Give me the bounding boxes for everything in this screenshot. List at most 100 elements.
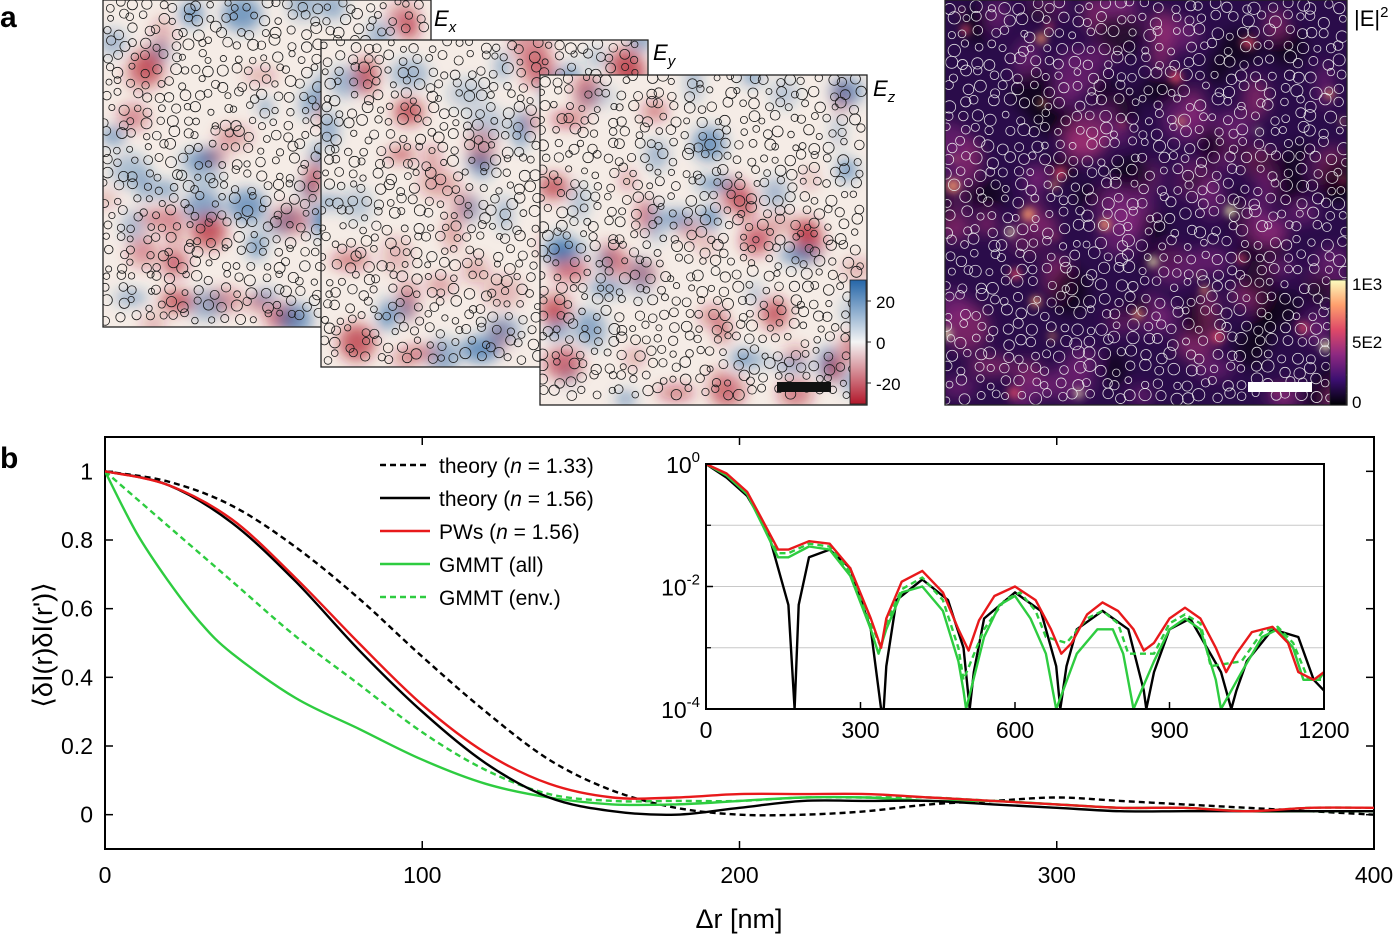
particle — [672, 282, 681, 290]
colorbar-tick: 20 — [876, 293, 895, 312]
particle — [1241, 207, 1253, 219]
particle — [667, 91, 677, 102]
particle — [335, 50, 346, 61]
particle — [567, 62, 577, 72]
particle — [955, 135, 966, 146]
particle — [1156, 185, 1167, 196]
particle — [1107, 330, 1121, 344]
particle — [785, 266, 797, 277]
particle — [1296, 198, 1308, 210]
particle — [1318, 28, 1329, 39]
particle — [157, 104, 166, 113]
particle — [1265, 192, 1277, 204]
particle — [748, 363, 760, 375]
particle — [407, 66, 419, 78]
particle — [516, 300, 524, 308]
particle — [639, 122, 650, 133]
particle — [621, 195, 632, 205]
particle — [441, 247, 449, 255]
particle — [726, 75, 735, 80]
particle — [230, 120, 242, 132]
inset-series-line — [706, 464, 1324, 681]
particle — [1173, 27, 1181, 35]
particle — [344, 147, 353, 157]
particle — [834, 96, 847, 109]
scale-bar — [1248, 382, 1312, 392]
particle — [975, 348, 988, 361]
particle — [1053, 96, 1065, 109]
particle — [1211, 170, 1222, 181]
particle — [589, 129, 599, 138]
particle — [849, 190, 858, 198]
particle — [323, 356, 333, 365]
particle — [1184, 143, 1196, 155]
particle — [1003, 14, 1016, 27]
inset-y-tick-label: 100 — [666, 449, 700, 478]
particle — [1227, 331, 1238, 342]
particle — [1083, 294, 1096, 308]
particle — [283, 91, 295, 103]
particle — [515, 259, 524, 268]
particle — [1158, 151, 1170, 164]
particle — [1179, 207, 1192, 220]
particle — [243, 66, 253, 76]
particle — [233, 231, 245, 243]
particle — [569, 216, 579, 226]
particle — [256, 40, 267, 50]
particle — [629, 55, 639, 65]
particle — [850, 265, 863, 278]
particle — [600, 304, 612, 316]
particle — [631, 208, 642, 220]
particle — [972, 25, 984, 36]
particle — [685, 349, 694, 358]
particle — [163, 92, 175, 103]
particle — [762, 286, 771, 295]
particle — [800, 267, 813, 280]
particle — [1283, 9, 1293, 20]
particle — [774, 234, 786, 246]
particle — [562, 75, 574, 84]
particle — [1003, 339, 1015, 351]
particle — [348, 155, 361, 168]
particle — [772, 351, 783, 362]
inset-x-tick-label: 600 — [996, 717, 1034, 743]
particle — [1262, 99, 1274, 111]
particle — [335, 110, 344, 119]
particle — [814, 75, 824, 83]
particle — [325, 25, 335, 36]
particle — [241, 205, 254, 217]
particle — [222, 36, 233, 48]
particle — [1304, 361, 1317, 375]
particle — [1255, 291, 1269, 305]
field-blob — [784, 345, 807, 364]
particle — [105, 62, 115, 72]
particle — [835, 362, 846, 372]
particle — [492, 43, 501, 52]
particle — [446, 154, 459, 167]
particle — [422, 116, 432, 126]
particle — [758, 334, 767, 344]
particle — [696, 84, 705, 93]
particle — [183, 128, 194, 139]
intensity-hotspot — [1053, 234, 1059, 240]
particle — [747, 244, 756, 253]
particle — [114, 197, 122, 206]
particle — [671, 362, 681, 372]
particle — [1292, 58, 1304, 69]
particle — [1002, 212, 1014, 224]
particle — [1030, 193, 1040, 203]
particle — [736, 319, 746, 329]
particle — [692, 170, 702, 180]
particle — [553, 273, 562, 282]
particle — [413, 78, 426, 90]
intensity-blob — [1097, 0, 1134, 19]
particle — [987, 4, 996, 13]
particle — [531, 250, 539, 258]
particle — [116, 0, 126, 7]
particle — [565, 150, 573, 158]
particle — [840, 333, 850, 343]
particle — [211, 79, 221, 89]
intensity-blob — [1248, 154, 1292, 177]
field-blob — [331, 251, 370, 270]
particle — [1121, 233, 1135, 247]
